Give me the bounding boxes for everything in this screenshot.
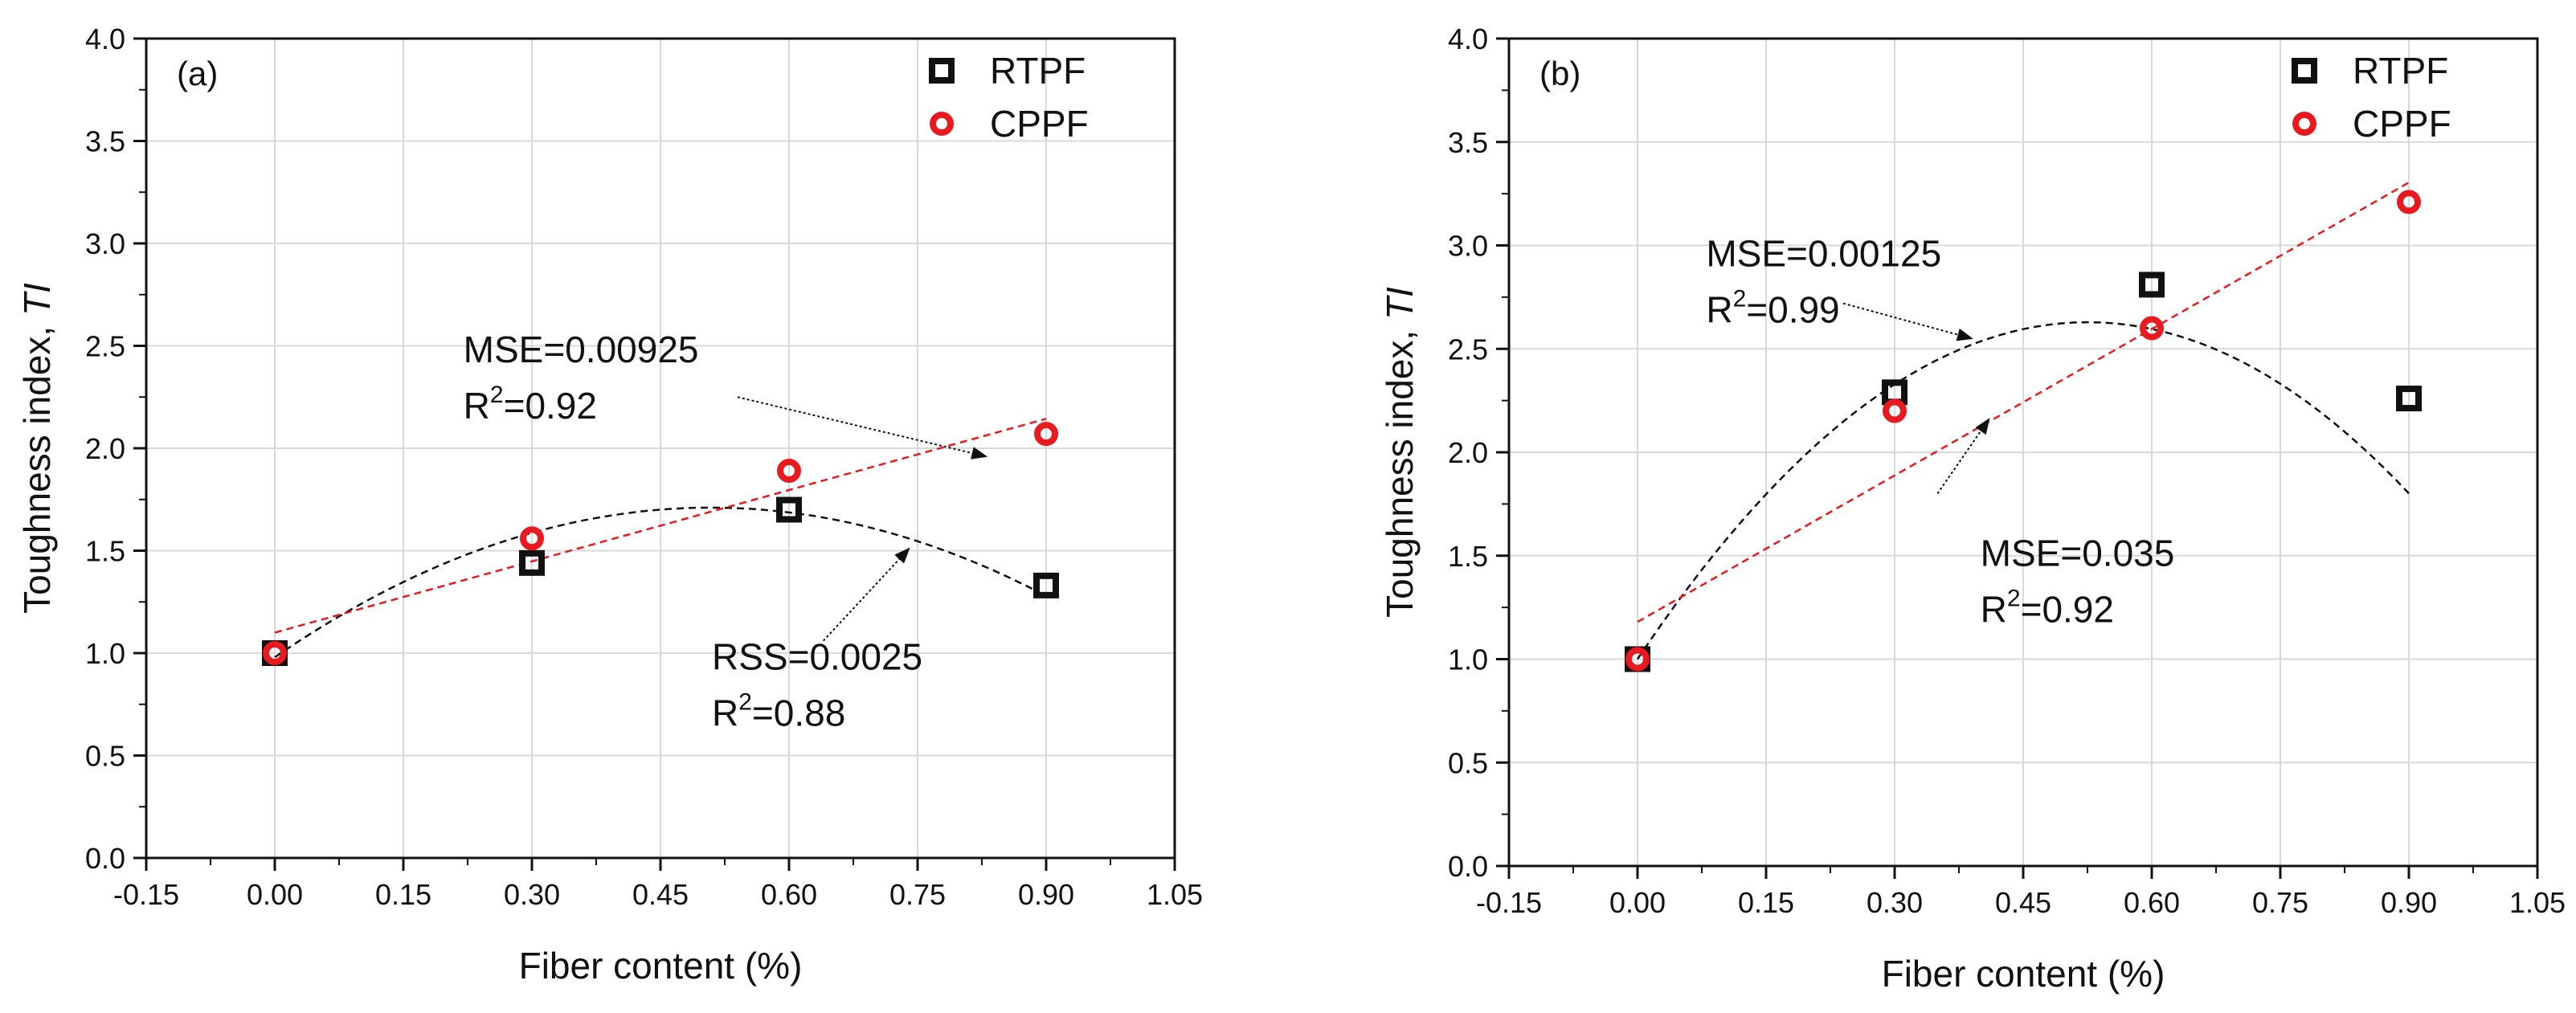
y-axis-label-symbol: TI bbox=[16, 283, 58, 316]
x-axis-label: Fiber content (%) bbox=[1882, 953, 2165, 995]
data-point-cppf bbox=[1883, 398, 1907, 423]
annotation-r-value: =0.92 bbox=[504, 385, 597, 427]
x-tick-label: 0.75 bbox=[2252, 886, 2308, 919]
y-tick-label: 1.0 bbox=[85, 637, 125, 670]
y-tick-label: 4.0 bbox=[85, 22, 125, 55]
annotation-arrow bbox=[822, 547, 910, 642]
legend-label-rtpf: RTPF bbox=[990, 50, 1086, 92]
y-tick-label: 2.0 bbox=[1448, 436, 1488, 469]
annotation-metric: MSE=0.035 bbox=[1981, 533, 2175, 574]
y-tick-label: 0.5 bbox=[1448, 746, 1488, 779]
x-tick-label: 1.05 bbox=[2509, 886, 2566, 919]
chart-panel-b: -0.15 0.00 0.15 0.30 0.45 0.60 0.75 0.90 1.05 0.0… bbox=[1379, 22, 2566, 995]
y-tick-label: 1.0 bbox=[1448, 643, 1488, 676]
y-tick-label: 2.5 bbox=[1448, 333, 1488, 366]
y-axis-label: Toughness index, TI bbox=[16, 283, 58, 614]
x-tick-label: 0.30 bbox=[504, 878, 560, 911]
annotation-r2: R2=0.92 bbox=[1981, 586, 2114, 631]
fit-line-cppf bbox=[274, 418, 1047, 634]
annotation-r-label: R bbox=[712, 692, 738, 733]
annotation-metric: MSE=0.00125 bbox=[1706, 232, 1941, 274]
x-tick-label: 0.15 bbox=[1738, 886, 1794, 919]
annotation-r-label: R bbox=[1706, 288, 1732, 330]
data-point-rtpf bbox=[2139, 272, 2165, 298]
annotation-r-value: =0.88 bbox=[752, 692, 845, 733]
x-tick-label: 0.75 bbox=[889, 878, 946, 911]
x-tick-label: 0.60 bbox=[2124, 886, 2180, 919]
legend-marker-cppf bbox=[930, 112, 954, 136]
data-point-rtpf bbox=[519, 549, 545, 576]
annotation-r-label: R bbox=[1981, 589, 2007, 631]
legend-marker-rtpf bbox=[2292, 58, 2317, 84]
data-point-cppf bbox=[2397, 190, 2421, 214]
data-point-rtpf bbox=[1033, 572, 1059, 598]
fit-line-rtpf bbox=[1636, 321, 2410, 660]
annotation-r-label: R bbox=[464, 385, 490, 427]
annotation-r2: R2=0.88 bbox=[712, 688, 845, 733]
x-tick-label: 0.60 bbox=[761, 878, 817, 911]
x-tick-label: 1.05 bbox=[1147, 878, 1203, 911]
y-tick-label: 0.5 bbox=[85, 740, 125, 773]
legend-label-cppf: CPPF bbox=[2353, 103, 2451, 145]
chart-panel-a: -0.15 0.00 0.15 0.30 0.45 0.60 0.75 0.90 1.05 0.0… bbox=[16, 22, 1203, 986]
x-tick-label: 0.45 bbox=[1995, 886, 2051, 919]
y-axis-label-main: Toughness index, bbox=[16, 316, 58, 614]
x-tick-label: 0.45 bbox=[632, 878, 689, 911]
y-axis-label: Toughness index, TI bbox=[1379, 287, 1421, 618]
x-tick-label: -0.15 bbox=[1476, 886, 1542, 919]
y-axis-label-main: Toughness index, bbox=[1379, 320, 1421, 618]
annotation-r-sup: 2 bbox=[2007, 586, 2021, 612]
y-tick-label: 3.0 bbox=[85, 227, 125, 260]
panel-label: (a) bbox=[177, 55, 218, 92]
data-point-cppf bbox=[263, 641, 287, 665]
data-point-cppf bbox=[777, 459, 801, 484]
x-tick-label: 0.00 bbox=[247, 878, 303, 911]
fit-line-cppf bbox=[1637, 182, 2410, 623]
x-tick-label: 0.30 bbox=[1867, 886, 1923, 919]
annotation-arrow bbox=[737, 396, 988, 460]
y-tick-label: 0.0 bbox=[85, 842, 125, 875]
x-tick-label: 0.90 bbox=[1018, 878, 1074, 911]
legend-marker-cppf bbox=[2292, 112, 2316, 136]
annotation-r-sup: 2 bbox=[490, 382, 504, 408]
annotation-metric: MSE=0.00925 bbox=[464, 329, 699, 370]
y-tick-label: 4.0 bbox=[1448, 22, 1488, 55]
y-axis-label-symbol: TI bbox=[1379, 287, 1421, 320]
x-tick-label: -0.15 bbox=[113, 878, 179, 911]
annotation-r2: R2=0.92 bbox=[464, 382, 597, 427]
y-tick-label: 1.5 bbox=[1448, 540, 1488, 573]
x-axis-label: Fiber content (%) bbox=[519, 945, 803, 986]
data-point-rtpf bbox=[2396, 386, 2422, 412]
legend-label-rtpf: RTPF bbox=[2353, 50, 2448, 92]
annotation-r-value: =0.99 bbox=[1746, 288, 1839, 330]
annotation-r2: R2=0.99 bbox=[1706, 285, 1839, 330]
y-tick-label: 3.5 bbox=[1448, 126, 1488, 159]
y-tick-label: 1.5 bbox=[85, 535, 125, 568]
y-tick-label: 2.5 bbox=[85, 330, 125, 363]
fit-line-rtpf bbox=[274, 506, 1047, 659]
x-tick-label: 0.15 bbox=[375, 878, 431, 911]
annotation-arrow bbox=[1842, 302, 1973, 341]
y-tick-label: 0.0 bbox=[1448, 850, 1488, 883]
x-tick-label: 0.90 bbox=[2381, 886, 2437, 919]
data-point-cppf bbox=[520, 526, 544, 551]
annotation-r-value: =0.92 bbox=[2021, 589, 2114, 631]
y-tick-label: 3.0 bbox=[1448, 230, 1488, 263]
y-tick-label: 2.0 bbox=[85, 432, 125, 465]
annotation-metric: RSS=0.0025 bbox=[712, 635, 922, 677]
x-tick-label: 0.00 bbox=[1609, 886, 1666, 919]
annotation-arrow bbox=[1936, 418, 1990, 495]
legend-label-cppf: CPPF bbox=[990, 103, 1089, 145]
legend-marker-rtpf bbox=[929, 58, 955, 84]
panel-label: (b) bbox=[1539, 55, 1580, 92]
data-point-rtpf bbox=[776, 496, 802, 523]
annotation-r-sup: 2 bbox=[738, 688, 752, 715]
data-point-cppf bbox=[1034, 422, 1058, 447]
y-tick-label: 3.5 bbox=[85, 125, 125, 158]
annotation-r-sup: 2 bbox=[1733, 285, 1747, 312]
data-point-cppf bbox=[1625, 647, 1650, 672]
data-point-cppf bbox=[2140, 316, 2164, 341]
